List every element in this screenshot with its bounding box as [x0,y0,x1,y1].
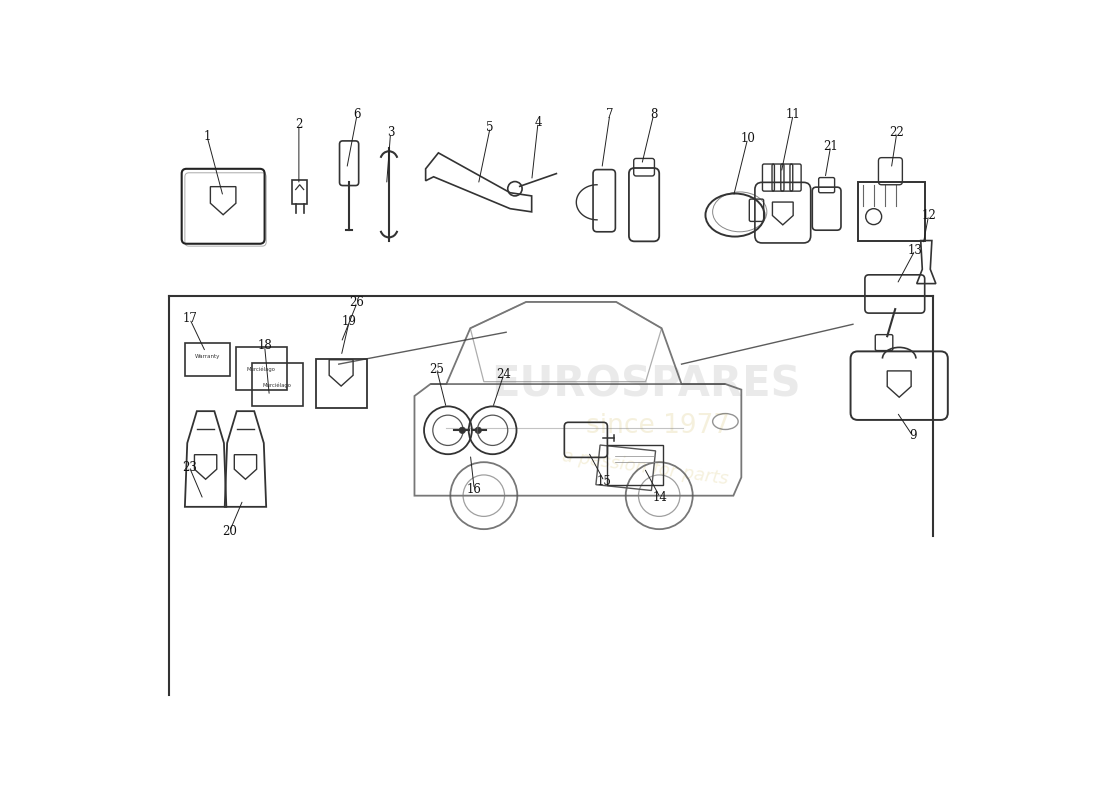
Text: 4: 4 [535,116,542,129]
Text: 3: 3 [387,126,394,139]
Text: 17: 17 [183,312,197,325]
Text: 26: 26 [350,296,364,310]
Text: 22: 22 [890,126,904,139]
Text: a passion for parts: a passion for parts [561,447,730,488]
Text: 25: 25 [429,363,444,376]
Text: 14: 14 [652,490,668,504]
Text: Warranty: Warranty [195,354,220,359]
Text: 10: 10 [740,132,755,145]
Text: 7: 7 [606,108,614,121]
Text: 8: 8 [650,108,658,121]
Text: 20: 20 [222,525,236,538]
Text: 11: 11 [785,108,801,121]
Text: EUROSPARES: EUROSPARES [491,363,801,405]
Text: 13: 13 [908,244,923,257]
Text: Murciélago: Murciélago [263,383,292,388]
Text: 21: 21 [823,140,838,153]
Text: 12: 12 [922,209,936,222]
Circle shape [475,427,482,434]
Text: 6: 6 [353,108,361,121]
Text: 23: 23 [183,462,197,474]
Text: 15: 15 [597,475,612,488]
Text: 9: 9 [909,430,916,442]
Text: 19: 19 [342,315,356,328]
Bar [858,182,925,241]
Text: 24: 24 [496,368,512,381]
Text: since 1977: since 1977 [585,413,729,438]
Text: 1: 1 [204,130,211,143]
Text: 18: 18 [257,339,272,352]
Circle shape [459,427,465,434]
Text: 2: 2 [295,118,302,131]
Text: 16: 16 [466,482,482,496]
Text: Murciélago: Murciélago [248,367,276,373]
Text: 5: 5 [486,121,494,134]
Bar [293,180,307,204]
